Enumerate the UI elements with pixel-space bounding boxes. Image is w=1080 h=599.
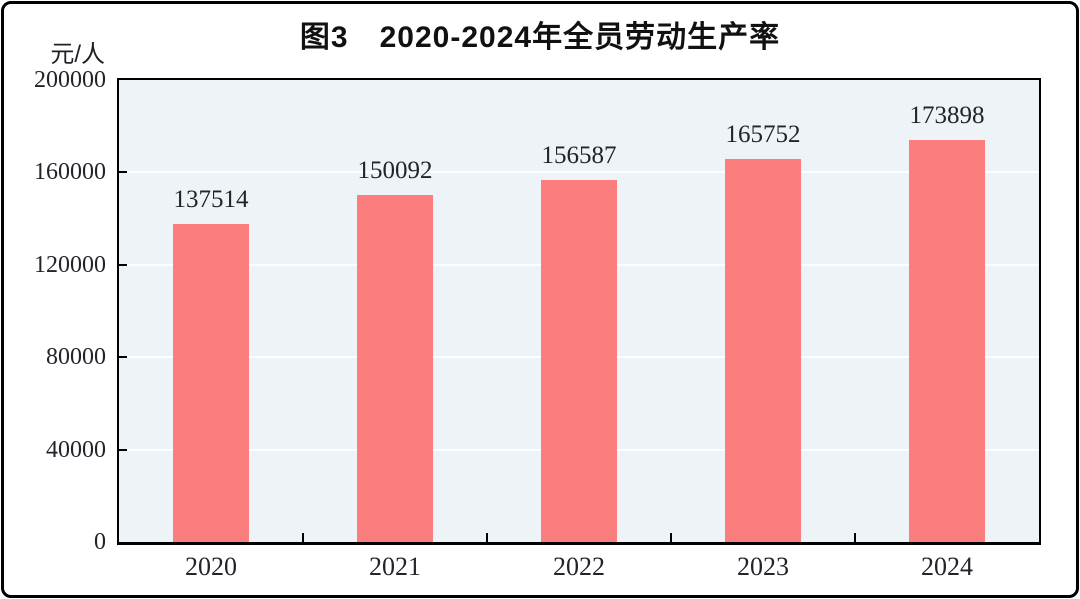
y-axis-tick-mark	[119, 171, 127, 174]
bar-2021	[357, 195, 433, 542]
bar-value-label: 150092	[357, 157, 433, 185]
y-axis-unit-label: 元/人	[50, 41, 105, 68]
x-axis-label-2024: 2024	[921, 552, 973, 581]
y-axis-label: 80000	[46, 344, 106, 371]
y-axis-tick-mark	[119, 356, 127, 359]
bar-value-label: 137514	[173, 186, 249, 214]
y-axis-label: 40000	[46, 436, 106, 463]
x-axis-tick-mark	[302, 533, 304, 542]
bar-2024	[909, 140, 985, 542]
y-axis-label: 0	[94, 529, 106, 555]
y-axis-tick-mark	[119, 448, 127, 451]
bar-value-label: 156587	[541, 142, 617, 170]
bar-2023	[725, 159, 801, 542]
plot-background: 137514 150092 156587 165752 173898	[119, 80, 1039, 542]
gridline	[119, 171, 1039, 174]
bar-2020	[173, 224, 249, 542]
y-axis-tick-mark	[119, 263, 127, 266]
x-axis-tick-mark	[670, 533, 672, 542]
x-axis-label-2020: 2020	[185, 552, 237, 581]
x-axis-tick-mark	[486, 533, 488, 542]
plot-area: 137514 150092 156587 165752 173898	[117, 78, 1041, 545]
x-axis-label-2021: 2021	[369, 552, 421, 581]
bar-value-label: 165752	[725, 121, 801, 149]
y-axis-label: 160000	[34, 159, 106, 186]
bar-value-label: 173898	[909, 102, 985, 130]
x-axis-tick-mark	[854, 533, 856, 542]
x-axis-label-2023: 2023	[737, 552, 789, 581]
bar-2022	[541, 180, 617, 542]
y-axis-label: 120000	[34, 251, 106, 278]
chart-title: 图3 2020-2024年全员劳动生产率	[299, 21, 781, 54]
y-axis-label: 200000	[34, 67, 106, 93]
x-axis-label-2022: 2022	[553, 552, 605, 581]
